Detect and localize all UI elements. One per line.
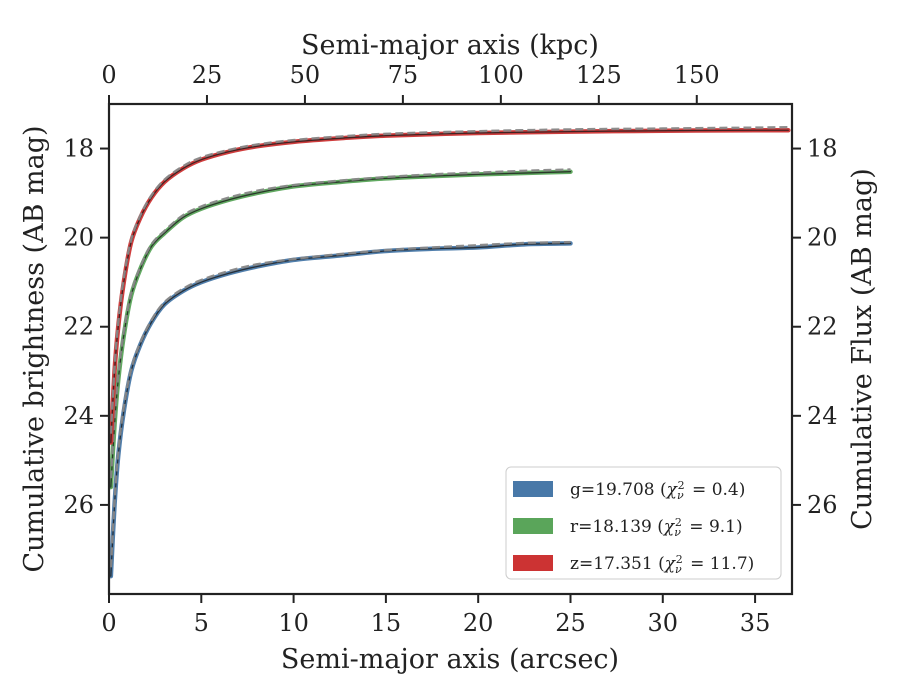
y-tick-label: 18 xyxy=(63,135,94,163)
legend: g=19.708 (χν2 = 0.4) r=18.139 (χν2 = 9.1)… xyxy=(505,466,782,580)
series-core-line-r xyxy=(110,171,572,488)
y2-tick-label: 18 xyxy=(807,135,838,163)
x-axis-title: Semi-major axis (arcsec) xyxy=(281,644,619,675)
y-axis-title: Cumulative brightness (AB mag) xyxy=(19,125,50,572)
x-axis-top: 0 25 50 75 100 125 150 xyxy=(101,61,720,104)
y-tick-label: 22 xyxy=(63,313,94,341)
x-tick-label: 0 xyxy=(101,609,116,637)
x-tick-label: 15 xyxy=(371,609,402,637)
model-line-g xyxy=(109,240,571,568)
y2-tick-label: 26 xyxy=(807,491,838,519)
y2-tick-label: 24 xyxy=(807,402,838,430)
x-tick-label: 5 xyxy=(194,609,209,637)
x2-tick-label: 125 xyxy=(576,61,622,89)
y2-tick-label: 22 xyxy=(807,313,838,341)
x-tick-label: 25 xyxy=(555,609,586,637)
y-axis-left: 18 20 22 24 26 xyxy=(63,135,109,519)
y-axis-right: 18 20 22 24 26 xyxy=(792,135,838,519)
model-line-z xyxy=(109,125,789,434)
y-tick-label: 20 xyxy=(63,224,94,252)
legend-swatch-r xyxy=(513,518,553,534)
y2-axis-title: Cumulative Flux (AB mag) xyxy=(847,168,878,530)
x-tick-label: 35 xyxy=(740,609,771,637)
x-tick-label: 30 xyxy=(648,609,679,637)
x2-tick-label: 100 xyxy=(478,61,524,89)
x2-tick-label: 50 xyxy=(290,61,321,89)
x-tick-label: 10 xyxy=(278,609,309,637)
x2-tick-label: 75 xyxy=(388,61,419,89)
legend-swatch-z xyxy=(513,555,553,571)
x2-axis-title: Semi-major axis (kpc) xyxy=(301,30,599,61)
legend-label-z: z=17.351 (χν2 = 11.7) xyxy=(570,553,754,576)
series-layer xyxy=(109,125,791,579)
y-tick-label: 26 xyxy=(63,491,94,519)
x2-tick-label: 0 xyxy=(101,61,116,89)
model-line-r xyxy=(109,168,571,479)
plot-frame xyxy=(107,102,794,596)
x-axis-bottom: 0 5 10 15 20 25 30 35 xyxy=(101,594,770,637)
x2-tick-label: 25 xyxy=(192,61,223,89)
series-core-line-g xyxy=(110,242,572,577)
x-tick-label: 20 xyxy=(463,609,494,637)
legend-box xyxy=(505,466,782,580)
legend-label-r: r=18.139 (χν2 = 9.1) xyxy=(570,516,743,539)
y2-tick-label: 20 xyxy=(807,224,838,252)
x2-tick-label: 150 xyxy=(674,61,720,89)
legend-swatch-g xyxy=(513,481,553,497)
legend-label-g: g=19.708 (χν2 = 0.4) xyxy=(570,479,745,502)
y-tick-label: 24 xyxy=(63,402,94,430)
